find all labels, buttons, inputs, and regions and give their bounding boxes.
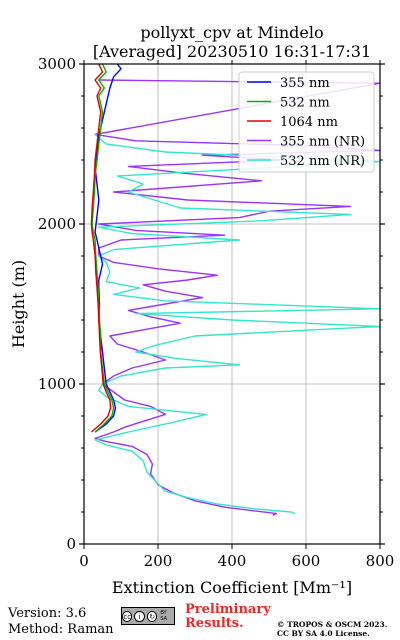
y-tick-label: 0 [66, 535, 76, 553]
legend-label: 532 nm (NR) [280, 154, 365, 169]
y-tick-label: 3000 [38, 55, 76, 73]
series-line [94, 79, 381, 516]
x-tick-label: 0 [79, 552, 89, 570]
x-tick-label: 600 [292, 552, 321, 570]
preliminary-line-2: Results. [185, 616, 244, 631]
footer-info: Version: 3.6 Method: Raman [8, 606, 114, 638]
preliminary-notice: Preliminary Results. [185, 603, 271, 631]
legend-label: 532 nm [280, 96, 330, 111]
y-axis-label: Height (m) [9, 260, 28, 348]
series-line [91, 63, 115, 433]
legend-label: 355 nm (NR) [280, 135, 365, 150]
plot-area [90, 63, 381, 516]
legend-label: 1064 nm [280, 115, 338, 130]
legend-box [238, 71, 375, 173]
license-badge-text: BY SA [160, 610, 168, 622]
y-tick-label: 1000 [38, 375, 76, 393]
copyright-line-2: CC BY SA 4.0 License. [277, 629, 370, 638]
chart-title: pollyxt_cpv at Mindelo [140, 23, 323, 42]
series-line [90, 63, 112, 433]
copyright-line-1: © TROPOS & OSCM 2023. [277, 620, 388, 629]
preliminary-line-1: Preliminary [185, 602, 271, 617]
cc-icon: cc [122, 610, 133, 622]
cc-by-sa-icon: cc i ↻ BY SA [121, 607, 175, 625]
x-tick-label: 200 [144, 552, 173, 570]
legend-label: 355 nm [280, 76, 330, 91]
version-text: Version: 3.6 [8, 606, 87, 621]
series-line [94, 133, 381, 515]
x-tick-label: 800 [366, 552, 395, 570]
sa-icon: ↻ [146, 610, 158, 622]
copyright-notice: © TROPOS & OSCM 2023. CC BY SA 4.0 Licen… [277, 620, 387, 638]
x-tick-label: 400 [218, 552, 247, 570]
chart-subtitle: [Averaged] 20230510 16:31-17:31 [93, 42, 371, 61]
method-text: Method: Raman [8, 622, 114, 637]
axis-ticks: 0 200 400 600 800 0 1000 2000 3000 [38, 55, 395, 570]
series-line [94, 63, 122, 433]
by-icon: i [134, 610, 145, 622]
legend: 355 nm 532 nm 1064 nm 355 nm (NR) 532 nm (NR… [238, 71, 375, 173]
y-tick-label: 2000 [38, 215, 76, 233]
x-axis-label: Extinction Coefficient [Mm⁻¹] [112, 578, 352, 597]
